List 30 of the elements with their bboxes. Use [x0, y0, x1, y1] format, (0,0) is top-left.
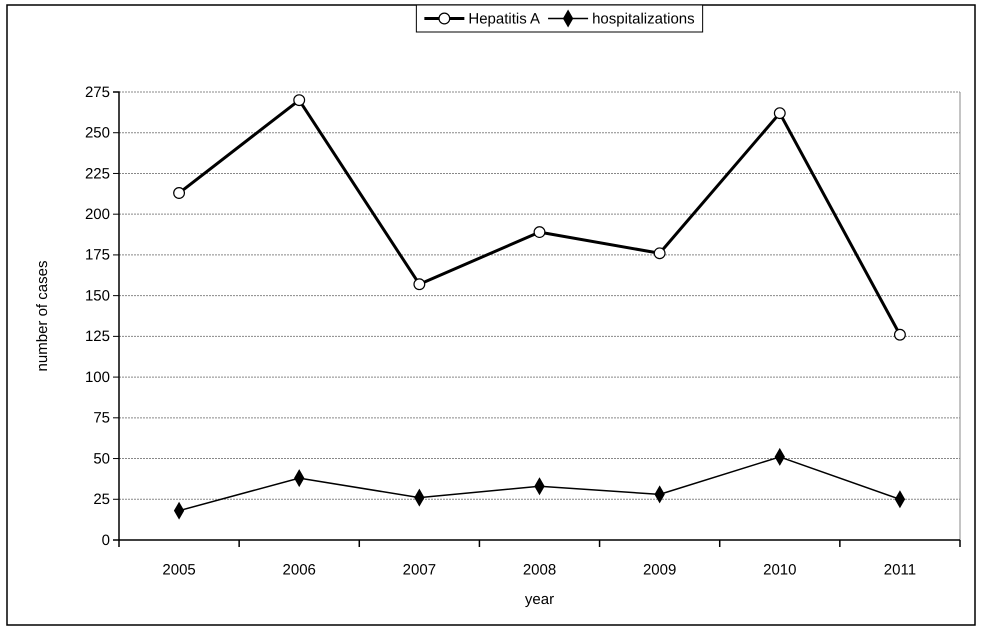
- legend-label: hospitalizations: [592, 10, 695, 28]
- x-tick-label: 2006: [282, 562, 316, 579]
- x-tick-label: 2007: [402, 562, 436, 579]
- x-axis-title: year: [524, 591, 554, 608]
- y-tick-label: 250: [84, 124, 110, 142]
- x-tick-label: 2009: [642, 562, 676, 579]
- y-tick-label: 25: [93, 491, 110, 508]
- y-tick-label: 150: [84, 287, 110, 304]
- y-tick-label: 75: [93, 410, 110, 427]
- y-tick-label: 175: [84, 246, 110, 264]
- point: [654, 247, 666, 260]
- y-tick-label: 0: [102, 532, 110, 549]
- y-tick-label: 200: [84, 206, 110, 223]
- point: [173, 187, 186, 199]
- point: [774, 107, 786, 120]
- x-tick-label: 2010: [763, 562, 796, 579]
- x-tick-label: 2008: [522, 562, 556, 579]
- y-tick-label: 275: [84, 84, 110, 101]
- point: [894, 328, 906, 341]
- y-axis-title: number of cases: [34, 260, 51, 372]
- y-tick-label: 50: [93, 450, 110, 468]
- point: [413, 278, 426, 290]
- x-tick-label: 2011: [884, 562, 916, 579]
- y-tick-label: 225: [84, 165, 110, 182]
- y-tick-label: 100: [84, 368, 110, 386]
- point: [534, 226, 546, 238]
- legend-label: Hepatitis A: [468, 10, 540, 28]
- y-tick-label: 125: [84, 328, 110, 346]
- x-tick-label: 2005: [162, 562, 196, 579]
- point: [293, 94, 306, 106]
